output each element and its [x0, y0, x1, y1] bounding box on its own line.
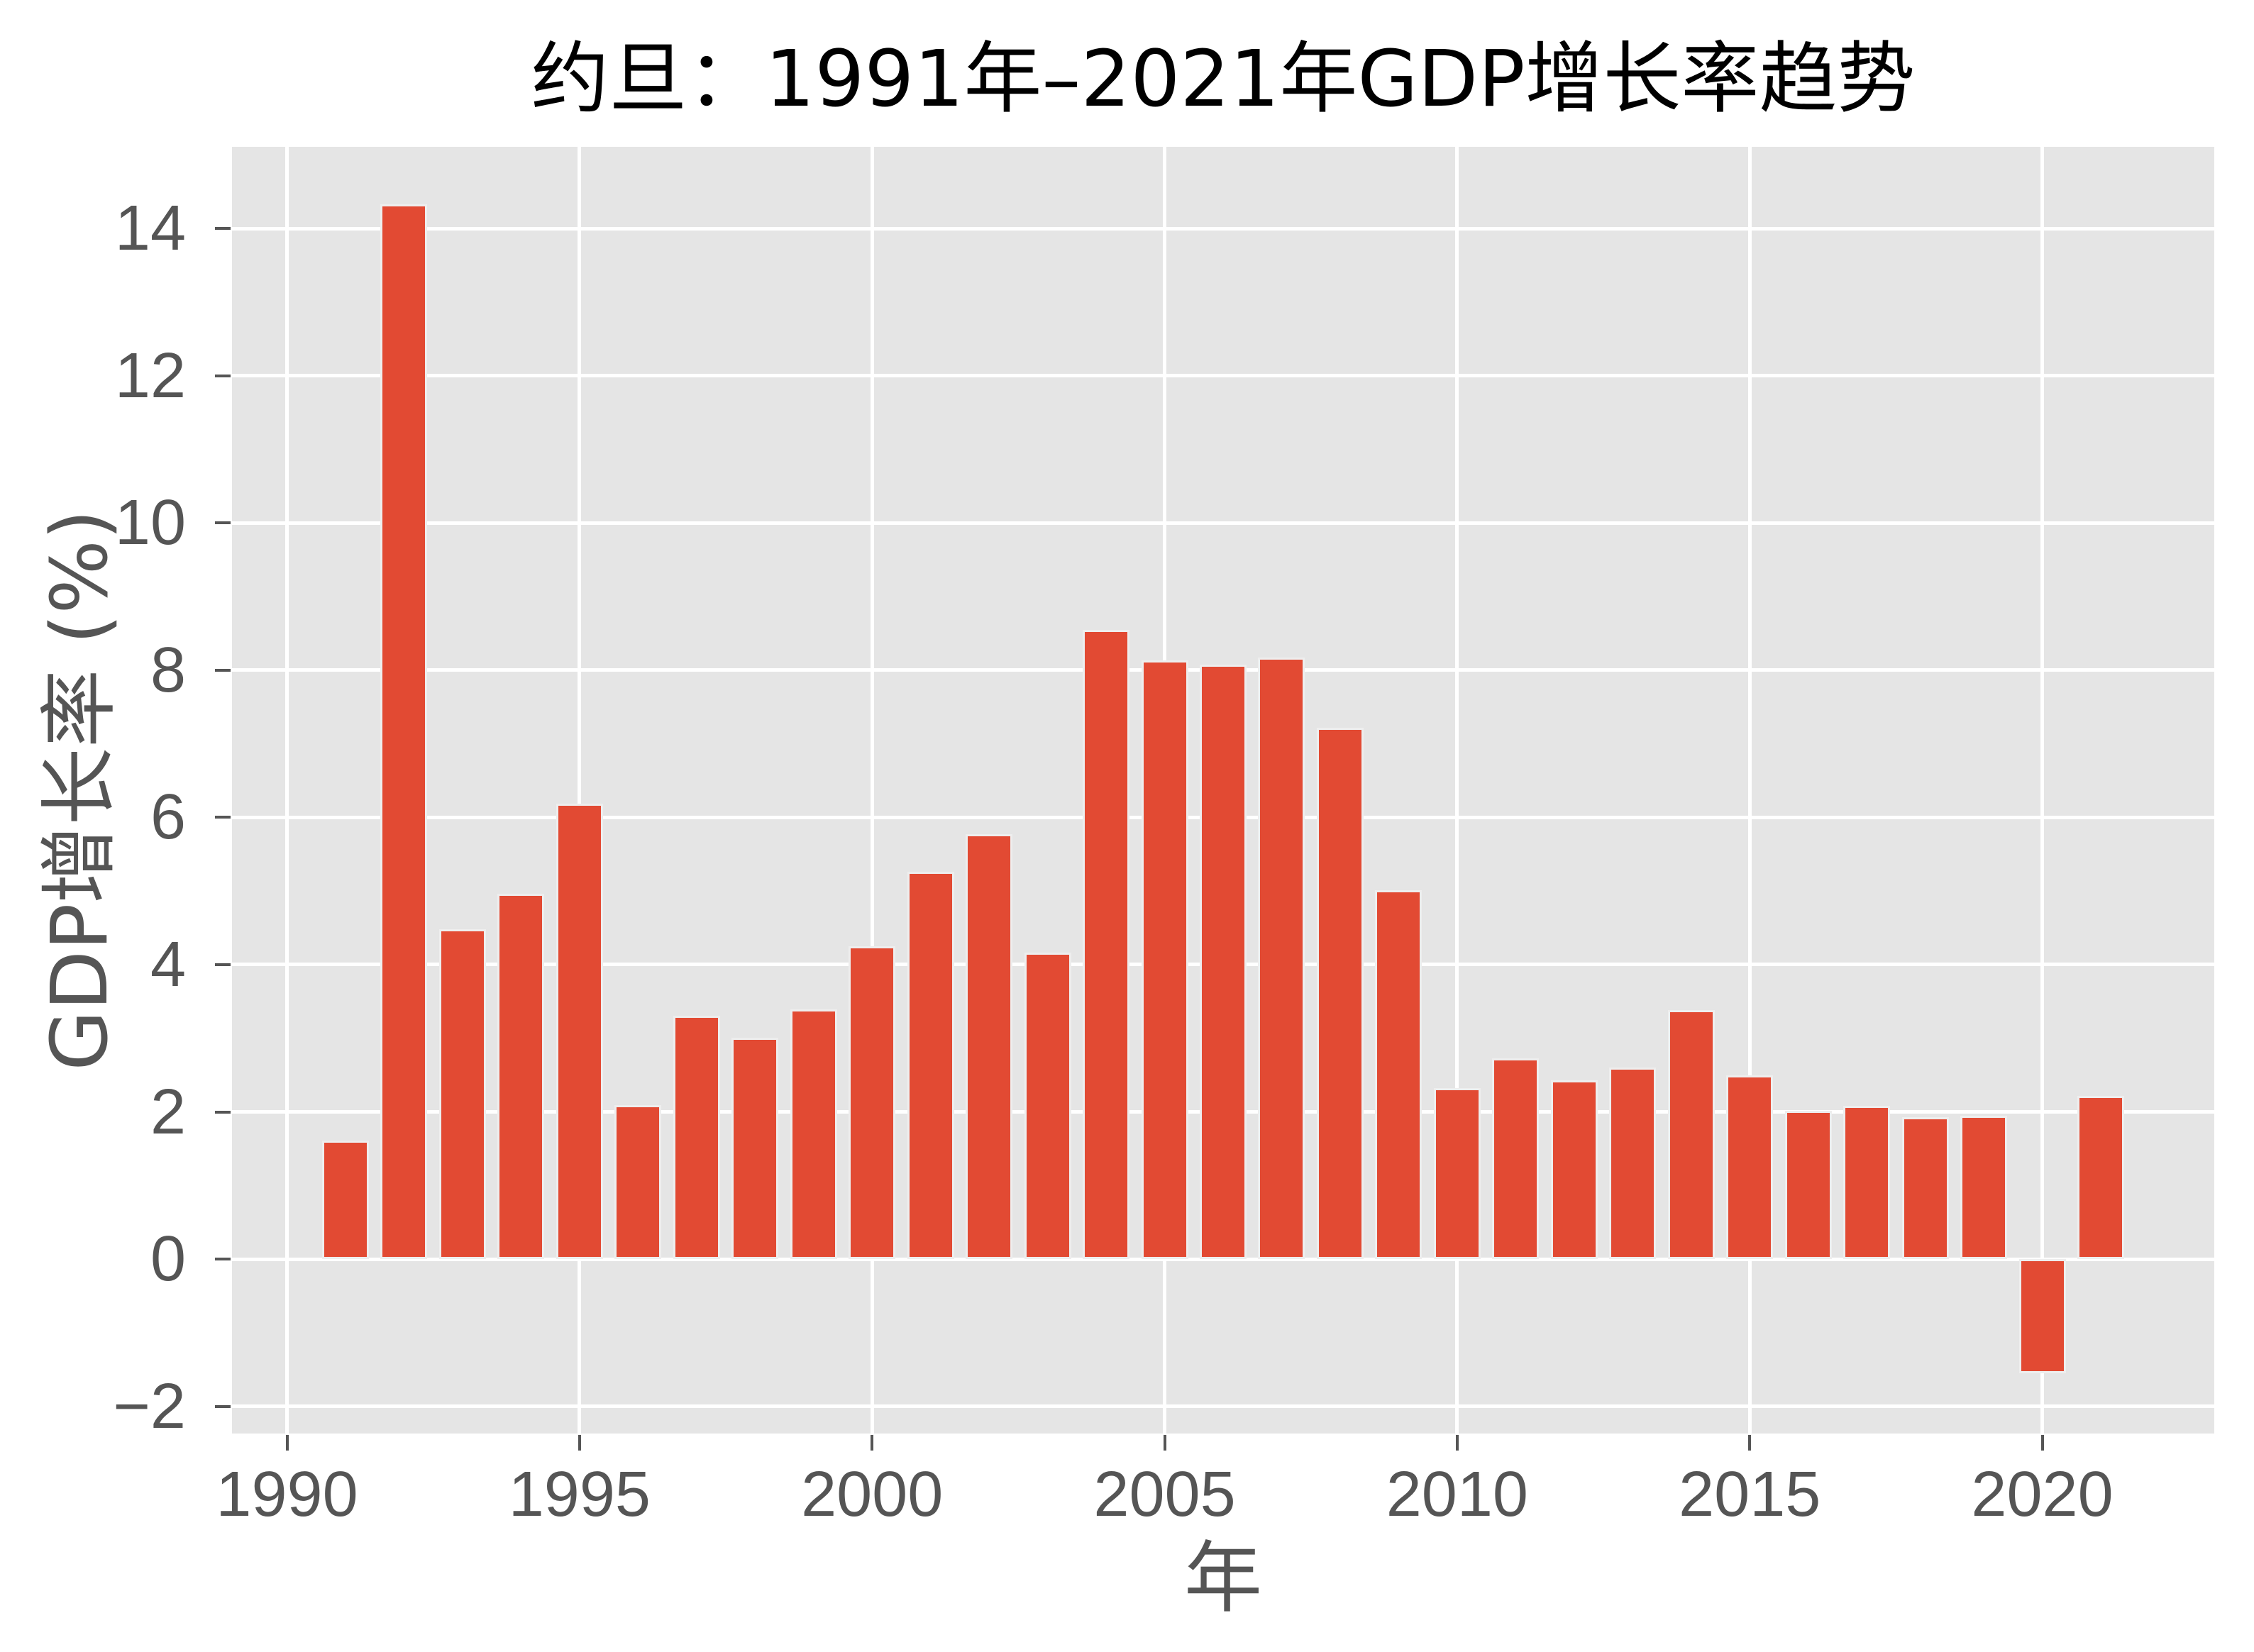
cjk-glyph [963, 37, 1042, 115]
bar-2018 [1901, 1116, 1949, 1260]
cjk-glyph [1681, 37, 1759, 115]
y-gridline [232, 226, 2214, 231]
y-gridline [232, 1257, 2214, 1261]
bar-2019 [1960, 1115, 2008, 1260]
y-tick-label: 6 [150, 782, 186, 853]
bar-1995 [556, 803, 603, 1260]
x-gridline [285, 147, 289, 1434]
x-tick-mark [871, 1435, 874, 1451]
bar-1999 [790, 1009, 837, 1260]
y-tick-mark [215, 1110, 231, 1114]
y-tick-label: 10 [114, 487, 186, 559]
y-gridline [232, 521, 2214, 525]
bar-2002 [966, 834, 1013, 1260]
bar-2012 [1550, 1080, 1598, 1260]
x-tick-label: 2000 [801, 1459, 944, 1530]
x-tick-mark [1163, 1435, 1166, 1451]
bar-1998 [731, 1037, 779, 1260]
x-tick-label: 1990 [216, 1459, 358, 1530]
cjk-glyph [1184, 1536, 1262, 1614]
bar-2003 [1024, 953, 1071, 1260]
bar-2004 [1083, 629, 1130, 1260]
x-tick-mark [578, 1435, 581, 1451]
bar-1992 [380, 204, 428, 1260]
x-gridline [2040, 147, 2045, 1434]
cjk-glyph [38, 670, 116, 748]
bar-2021 [2077, 1095, 2124, 1260]
cjk-glyph [38, 748, 116, 826]
bar-1994 [497, 894, 545, 1260]
x-gridline [578, 147, 582, 1434]
y-tick-mark [215, 668, 231, 672]
bar-2009 [1375, 890, 1422, 1260]
cjk-glyph [1525, 37, 1603, 115]
bar-1993 [438, 929, 486, 1260]
x-tick-label: 1995 [508, 1459, 651, 1530]
y-tick-mark [215, 227, 231, 231]
x-gridline [1455, 147, 1459, 1434]
y-axis-label: GDP (%) [33, 509, 125, 1071]
x-tick-label: 2010 [1386, 1459, 1528, 1530]
y-tick-mark [215, 963, 231, 966]
bar-2020 [2018, 1259, 2066, 1373]
chart-title: 1991 –2021 GDP [531, 37, 1915, 118]
x-tick-label: 2015 [1679, 1459, 1821, 1530]
y-tick-mark [215, 374, 231, 377]
y-tick-label: 2 [150, 1076, 186, 1148]
bar-2014 [1667, 1010, 1715, 1260]
x-gridline [1747, 147, 1752, 1434]
bar-2015 [1726, 1075, 1774, 1260]
bar-2007 [1258, 658, 1305, 1260]
y-tick-mark [215, 1258, 231, 1261]
y-tick-label: −2 [113, 1370, 186, 1442]
y-tick-mark [215, 521, 231, 525]
x-axis-label [1184, 1536, 1262, 1617]
cjk-glyph [1759, 37, 1838, 115]
x-tick-label: 2005 [1093, 1459, 1236, 1530]
bar-2006 [1200, 664, 1247, 1260]
x-tick-mark [2040, 1435, 2044, 1451]
bar-2000 [849, 946, 896, 1260]
bar-1996 [614, 1105, 662, 1260]
x-tick-mark [285, 1435, 289, 1451]
y-tick-label: 4 [150, 928, 186, 1000]
cjk-glyph [1603, 37, 1681, 115]
bar-1997 [673, 1015, 720, 1260]
bar-1991 [322, 1140, 369, 1260]
y-tick-label: 14 [114, 193, 186, 265]
cjk-glyph [1838, 37, 1916, 115]
bar-2016 [1784, 1111, 1832, 1260]
cjk-glyph [38, 826, 116, 904]
x-tick-label: 2020 [1971, 1459, 2114, 1530]
x-tick-mark [1748, 1435, 1752, 1451]
bar-2001 [907, 872, 954, 1260]
bar-2011 [1492, 1058, 1540, 1260]
y-gridline [232, 374, 2214, 378]
y-tick-label: 8 [150, 634, 186, 706]
y-tick-label: 0 [150, 1224, 186, 1295]
bar-2010 [1433, 1088, 1481, 1260]
x-gridline [870, 147, 874, 1434]
cjk-glyph [531, 37, 609, 115]
bar-2017 [1843, 1106, 1891, 1260]
bar-2013 [1609, 1068, 1657, 1260]
cjk-glyph [1279, 37, 1357, 115]
cjk-glyph [687, 37, 765, 115]
bar-2008 [1316, 727, 1364, 1260]
y-tick-mark [215, 816, 231, 819]
x-tick-mark [1455, 1435, 1459, 1451]
y-tick-label: 12 [114, 340, 186, 411]
bar-2005 [1141, 660, 1188, 1260]
y-gridline [232, 1404, 2214, 1409]
y-tick-mark [215, 1404, 231, 1408]
cjk-glyph [609, 37, 687, 115]
